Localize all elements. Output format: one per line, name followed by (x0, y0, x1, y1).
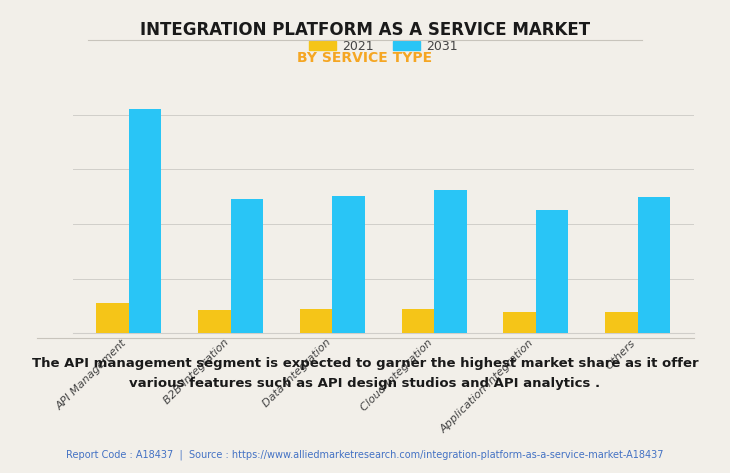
Bar (300, 309, 332, 333)
Text: BY SERVICE TYPE: BY SERVICE TYPE (297, 51, 433, 65)
Text: Report Code : A18437  |  Source : https://www.alliedmarketresearch.com/integrati: Report Code : A18437 | Source : https://… (66, 449, 664, 460)
Legend: 2021, 2031: 2021, 2031 (304, 35, 463, 58)
Bar (637, 197, 670, 333)
Bar (96, 303, 129, 333)
Bar (434, 190, 466, 333)
Bar (605, 312, 637, 333)
Bar (198, 310, 231, 333)
Text: The API management segment is expected to garner the highest market share as it : The API management segment is expected t… (31, 357, 699, 390)
Bar (129, 109, 161, 333)
Bar (402, 309, 434, 333)
Bar (503, 312, 536, 333)
Text: INTEGRATION PLATFORM AS A SERVICE MARKET: INTEGRATION PLATFORM AS A SERVICE MARKET (140, 21, 590, 39)
Bar (536, 210, 569, 333)
Bar (231, 200, 264, 333)
Bar (332, 196, 365, 333)
